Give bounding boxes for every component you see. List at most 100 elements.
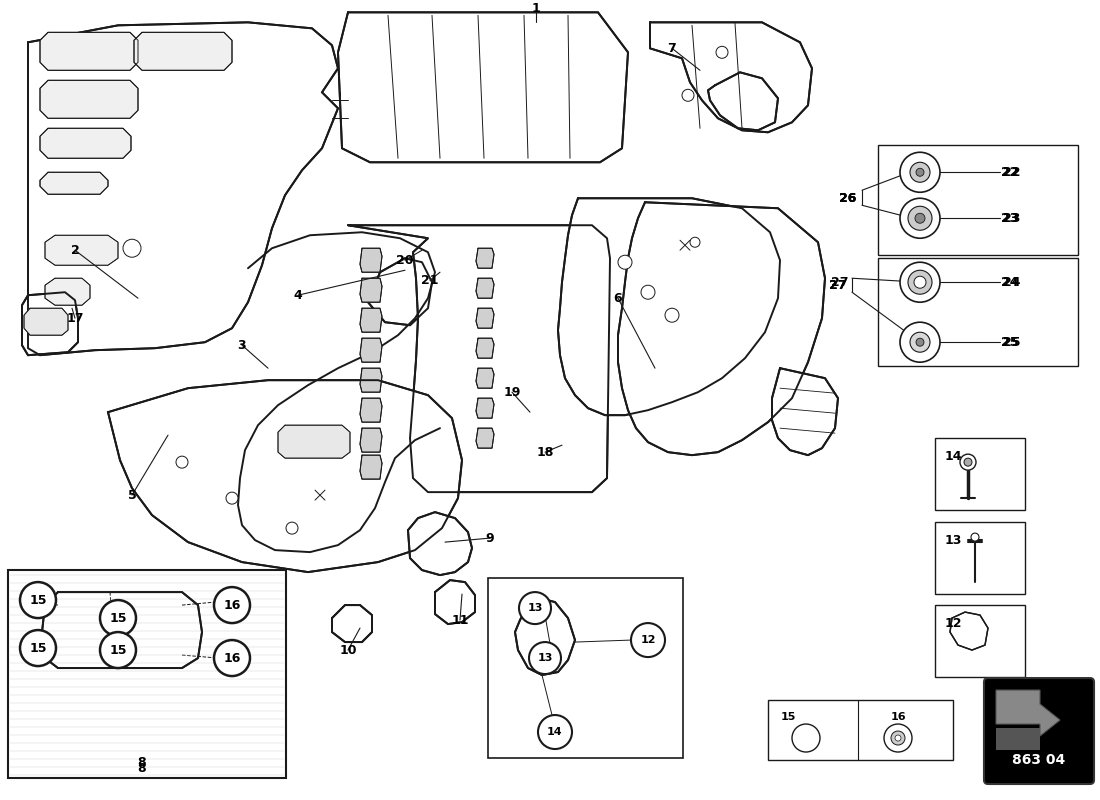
Circle shape — [900, 152, 940, 192]
Circle shape — [20, 630, 56, 666]
Polygon shape — [40, 128, 131, 158]
Polygon shape — [476, 278, 494, 298]
Circle shape — [690, 238, 700, 247]
Polygon shape — [360, 278, 382, 302]
Text: 15: 15 — [780, 712, 795, 722]
Polygon shape — [476, 368, 494, 388]
Text: 4: 4 — [294, 289, 302, 302]
Text: 12: 12 — [640, 635, 656, 645]
Circle shape — [631, 623, 666, 657]
Circle shape — [900, 198, 940, 238]
Polygon shape — [360, 248, 382, 272]
Bar — [935, 605, 1025, 677]
Polygon shape — [996, 690, 1060, 736]
Polygon shape — [360, 338, 382, 362]
Circle shape — [100, 632, 136, 668]
Text: 22: 22 — [1001, 166, 1019, 178]
Text: 863 04: 863 04 — [1012, 753, 1066, 767]
Text: 12: 12 — [945, 617, 962, 630]
Text: 13: 13 — [945, 534, 962, 547]
Text: 14: 14 — [547, 727, 563, 737]
Polygon shape — [618, 202, 825, 455]
Text: 26: 26 — [839, 192, 857, 205]
Circle shape — [895, 735, 901, 741]
Text: 13: 13 — [537, 653, 552, 663]
Text: 25: 25 — [1003, 336, 1021, 349]
Polygon shape — [108, 380, 462, 572]
Circle shape — [900, 262, 940, 302]
Polygon shape — [338, 12, 628, 162]
Polygon shape — [360, 308, 382, 332]
Text: 25: 25 — [1001, 336, 1019, 349]
Circle shape — [916, 338, 924, 346]
Text: 11: 11 — [451, 614, 469, 626]
Polygon shape — [42, 592, 202, 668]
Polygon shape — [476, 398, 494, 418]
Circle shape — [226, 492, 238, 504]
Circle shape — [960, 454, 976, 470]
Text: 23: 23 — [1003, 212, 1021, 225]
Text: 17: 17 — [66, 312, 84, 325]
Text: 1: 1 — [531, 2, 540, 15]
Circle shape — [641, 286, 654, 299]
Text: 26: 26 — [839, 192, 857, 205]
Polygon shape — [24, 308, 68, 335]
Circle shape — [915, 214, 925, 223]
Text: 8: 8 — [138, 755, 146, 769]
Text: 27: 27 — [829, 278, 847, 292]
Polygon shape — [772, 368, 838, 455]
Polygon shape — [278, 425, 350, 458]
Text: 23: 23 — [1001, 212, 1019, 225]
Circle shape — [884, 724, 912, 752]
Polygon shape — [515, 598, 575, 675]
Circle shape — [914, 276, 926, 288]
Polygon shape — [360, 428, 382, 452]
Circle shape — [792, 724, 820, 752]
Text: 20: 20 — [396, 254, 414, 266]
Polygon shape — [360, 455, 382, 479]
Circle shape — [916, 168, 924, 176]
Text: 26: 26 — [839, 192, 857, 205]
Polygon shape — [360, 398, 382, 422]
Text: 24: 24 — [1003, 276, 1021, 289]
Circle shape — [123, 239, 141, 258]
Circle shape — [716, 46, 728, 58]
Circle shape — [682, 90, 694, 102]
Polygon shape — [476, 428, 494, 448]
Bar — [878, 258, 1078, 366]
Circle shape — [100, 600, 136, 636]
Text: 15: 15 — [109, 643, 126, 657]
Polygon shape — [28, 22, 338, 355]
Circle shape — [910, 162, 930, 182]
Circle shape — [176, 456, 188, 468]
Circle shape — [964, 458, 972, 466]
Bar — [878, 146, 1078, 255]
Text: 7: 7 — [668, 42, 676, 55]
Circle shape — [529, 642, 561, 674]
Circle shape — [20, 582, 56, 618]
Polygon shape — [40, 172, 108, 194]
Text: 24: 24 — [1001, 276, 1019, 289]
Text: 16: 16 — [223, 651, 241, 665]
Bar — [488, 578, 683, 758]
Text: 8: 8 — [138, 762, 146, 774]
Text: 18: 18 — [537, 446, 553, 458]
Circle shape — [519, 592, 551, 624]
Text: 21: 21 — [421, 274, 439, 286]
Text: 10: 10 — [339, 643, 356, 657]
Circle shape — [214, 640, 250, 676]
Bar — [768, 700, 953, 760]
Polygon shape — [950, 612, 988, 650]
Text: 15: 15 — [30, 642, 46, 654]
Polygon shape — [434, 580, 475, 624]
Polygon shape — [45, 235, 118, 266]
Text: 15: 15 — [109, 611, 126, 625]
Polygon shape — [348, 226, 610, 492]
Polygon shape — [40, 80, 138, 118]
Circle shape — [214, 587, 250, 623]
Text: 15: 15 — [30, 594, 46, 606]
Polygon shape — [45, 278, 90, 306]
Bar — [935, 522, 1025, 594]
Polygon shape — [708, 72, 778, 130]
Text: 16: 16 — [223, 598, 241, 611]
